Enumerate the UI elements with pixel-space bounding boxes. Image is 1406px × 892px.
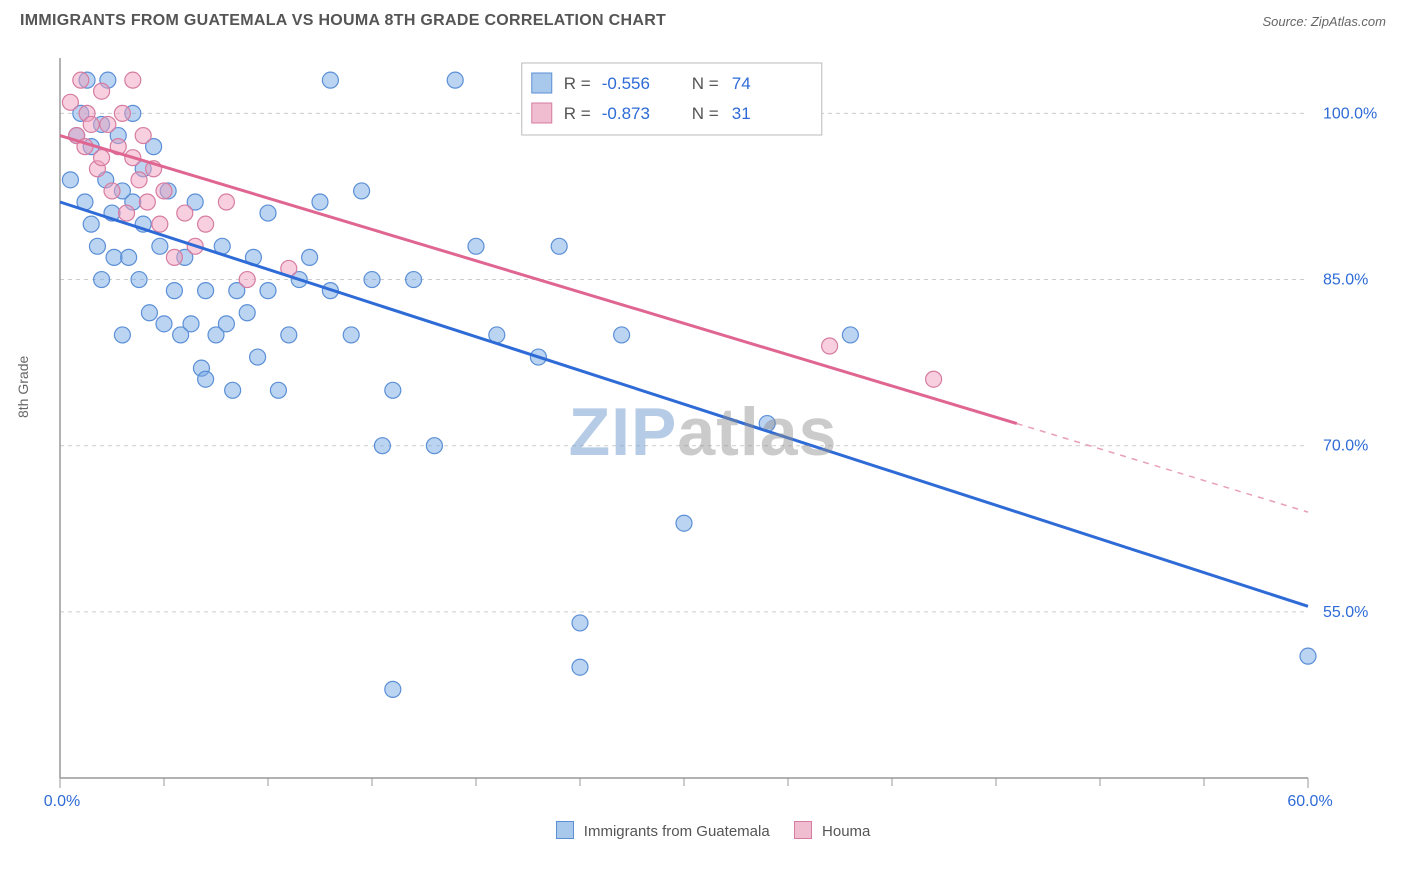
y-tick-label: 100.0% xyxy=(1323,105,1377,122)
stats-r-value: -0.873 xyxy=(602,104,650,123)
data-point xyxy=(926,371,942,387)
source-prefix: Source: xyxy=(1262,14,1310,29)
stats-n-label: N = xyxy=(692,104,719,123)
legend-label-blue: Immigrants from Guatemala xyxy=(584,823,770,840)
data-point xyxy=(156,316,172,332)
data-point xyxy=(125,72,141,88)
data-point xyxy=(100,116,116,132)
legend-label-pink: Houma xyxy=(822,823,870,840)
chart-svg: 55.0% 70.0% 85.0% 100.0% 0.0% 60.0% R = -0.556 N… xyxy=(20,48,1386,848)
stats-r-label: R = xyxy=(564,74,591,93)
data-point xyxy=(177,205,193,221)
data-point xyxy=(468,238,484,254)
data-point xyxy=(270,382,286,398)
data-point xyxy=(312,194,328,210)
data-point xyxy=(822,338,838,354)
data-point xyxy=(152,238,168,254)
data-point xyxy=(135,128,151,144)
legend-swatch-pink xyxy=(794,821,812,839)
stats-r-label: R = xyxy=(564,104,591,123)
data-point xyxy=(198,216,214,232)
data-point xyxy=(94,150,110,166)
data-point xyxy=(106,249,122,265)
data-point xyxy=(198,371,214,387)
stats-n-value: 74 xyxy=(732,74,751,93)
data-point xyxy=(83,216,99,232)
source-attribution: Source: ZipAtlas.com xyxy=(1262,14,1386,29)
data-point xyxy=(166,249,182,265)
data-point xyxy=(73,72,89,88)
stats-n-label: N = xyxy=(692,74,719,93)
data-point xyxy=(94,83,110,99)
trend-line-pink-extrap xyxy=(1017,424,1308,513)
source-link[interactable]: ZipAtlas.com xyxy=(1311,14,1386,29)
trend-line-blue xyxy=(60,202,1308,606)
data-point xyxy=(1300,648,1316,664)
data-point xyxy=(406,272,422,288)
data-point xyxy=(426,438,442,454)
data-point xyxy=(322,72,338,88)
data-point xyxy=(260,205,276,221)
y-tick-label: 85.0% xyxy=(1323,272,1368,289)
data-point xyxy=(156,183,172,199)
data-point xyxy=(198,283,214,299)
data-point xyxy=(94,272,110,288)
data-point xyxy=(62,172,78,188)
data-point xyxy=(260,283,276,299)
data-point xyxy=(141,305,157,321)
chart-area: 8th Grade ZIPatlas 55.0%70.0%85.0%100.0%… xyxy=(20,48,1386,848)
data-point xyxy=(83,116,99,132)
data-point xyxy=(447,72,463,88)
stats-n-value: 31 xyxy=(732,104,751,123)
data-point xyxy=(250,349,266,365)
data-point xyxy=(281,327,297,343)
data-point xyxy=(239,305,255,321)
data-point xyxy=(239,272,255,288)
y-tick-label: 70.0% xyxy=(1323,438,1368,455)
data-point xyxy=(572,659,588,675)
data-point xyxy=(131,272,147,288)
stats-swatch xyxy=(532,103,552,123)
data-point xyxy=(842,327,858,343)
y-tick-label: 55.0% xyxy=(1323,604,1368,621)
data-point xyxy=(614,327,630,343)
x-tick-label: 60.0% xyxy=(1287,793,1332,810)
y-axis-label: 8th Grade xyxy=(15,356,31,418)
data-point xyxy=(89,238,105,254)
data-point xyxy=(302,249,318,265)
data-point xyxy=(114,105,130,121)
x-tick-label: 0.0% xyxy=(44,793,80,810)
data-point xyxy=(551,238,567,254)
data-point xyxy=(131,172,147,188)
data-point xyxy=(152,216,168,232)
data-point xyxy=(343,327,359,343)
data-point xyxy=(364,272,380,288)
data-point xyxy=(385,681,401,697)
data-point xyxy=(385,382,401,398)
chart-header: IMMIGRANTS FROM GUATEMALA VS HOUMA 8TH G… xyxy=(0,0,1406,38)
data-point xyxy=(374,438,390,454)
data-point xyxy=(139,194,155,210)
data-point xyxy=(225,382,241,398)
data-point xyxy=(676,515,692,531)
data-point xyxy=(354,183,370,199)
legend-bottom: Immigrants from Guatemala Houma xyxy=(20,821,1386,840)
data-point xyxy=(121,249,137,265)
data-point xyxy=(218,316,234,332)
stats-r-value: -0.556 xyxy=(602,74,650,93)
data-point xyxy=(166,283,182,299)
data-point xyxy=(114,327,130,343)
data-point xyxy=(218,194,234,210)
data-point xyxy=(183,316,199,332)
data-point xyxy=(572,615,588,631)
data-point xyxy=(62,94,78,110)
data-point xyxy=(104,183,120,199)
data-point xyxy=(119,205,135,221)
legend-swatch-blue xyxy=(556,821,574,839)
chart-title: IMMIGRANTS FROM GUATEMALA VS HOUMA 8TH G… xyxy=(20,12,666,30)
stats-swatch xyxy=(532,73,552,93)
